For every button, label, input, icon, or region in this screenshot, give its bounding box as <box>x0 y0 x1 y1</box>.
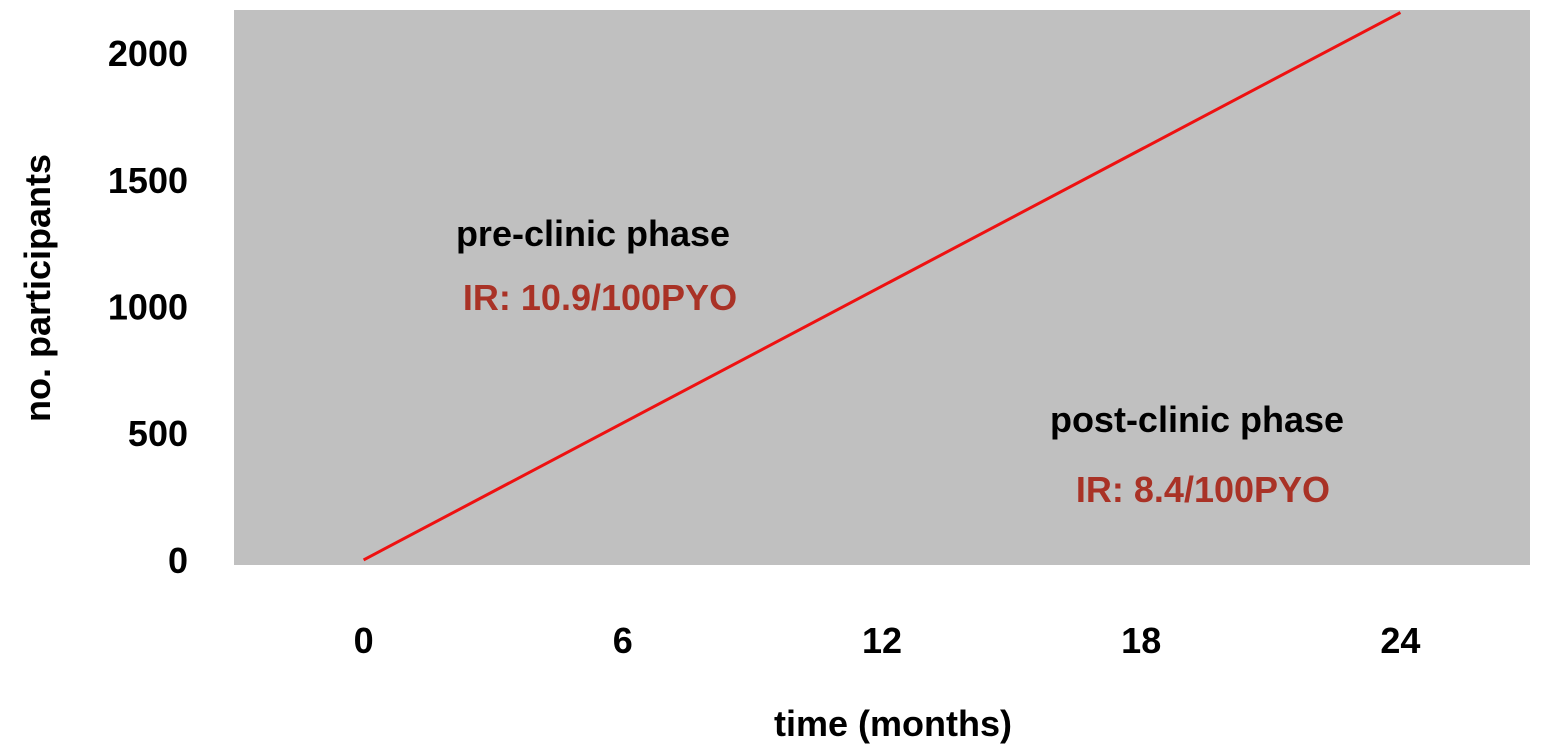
x-tick-label: 24 <box>1380 620 1420 661</box>
x-tick-label: 12 <box>862 620 902 661</box>
pre-clinic-phase-label: pre-clinic phase <box>456 213 730 254</box>
post-clinic-rate-label: IR: 8.4/100PYO <box>1076 469 1330 510</box>
series-lines <box>362 11 1402 562</box>
x-axis-label: time (months) <box>774 703 1012 744</box>
y-tick-label: 0 <box>168 540 188 581</box>
x-tick-label: 0 <box>354 620 374 661</box>
x-tick-labels: 0 6 12 18 24 <box>354 620 1421 661</box>
x-tick-label: 6 <box>613 620 633 661</box>
y-tick-label: 1000 <box>108 287 188 328</box>
y-tick-label: 2000 <box>108 33 188 74</box>
x-tick-label: 18 <box>1121 620 1161 661</box>
y-axis-label: no. participants <box>17 154 58 422</box>
pre-clinic-rate-label: IR: 10.9/100PYO <box>463 277 737 318</box>
post-clinic-phase-label: post-clinic phase <box>1050 399 1344 440</box>
y-tick-labels: 0 500 1000 1500 2000 <box>108 33 188 581</box>
series-line <box>362 11 1402 562</box>
y-tick-label: 500 <box>128 413 188 454</box>
y-tick-label: 1500 <box>108 160 188 201</box>
